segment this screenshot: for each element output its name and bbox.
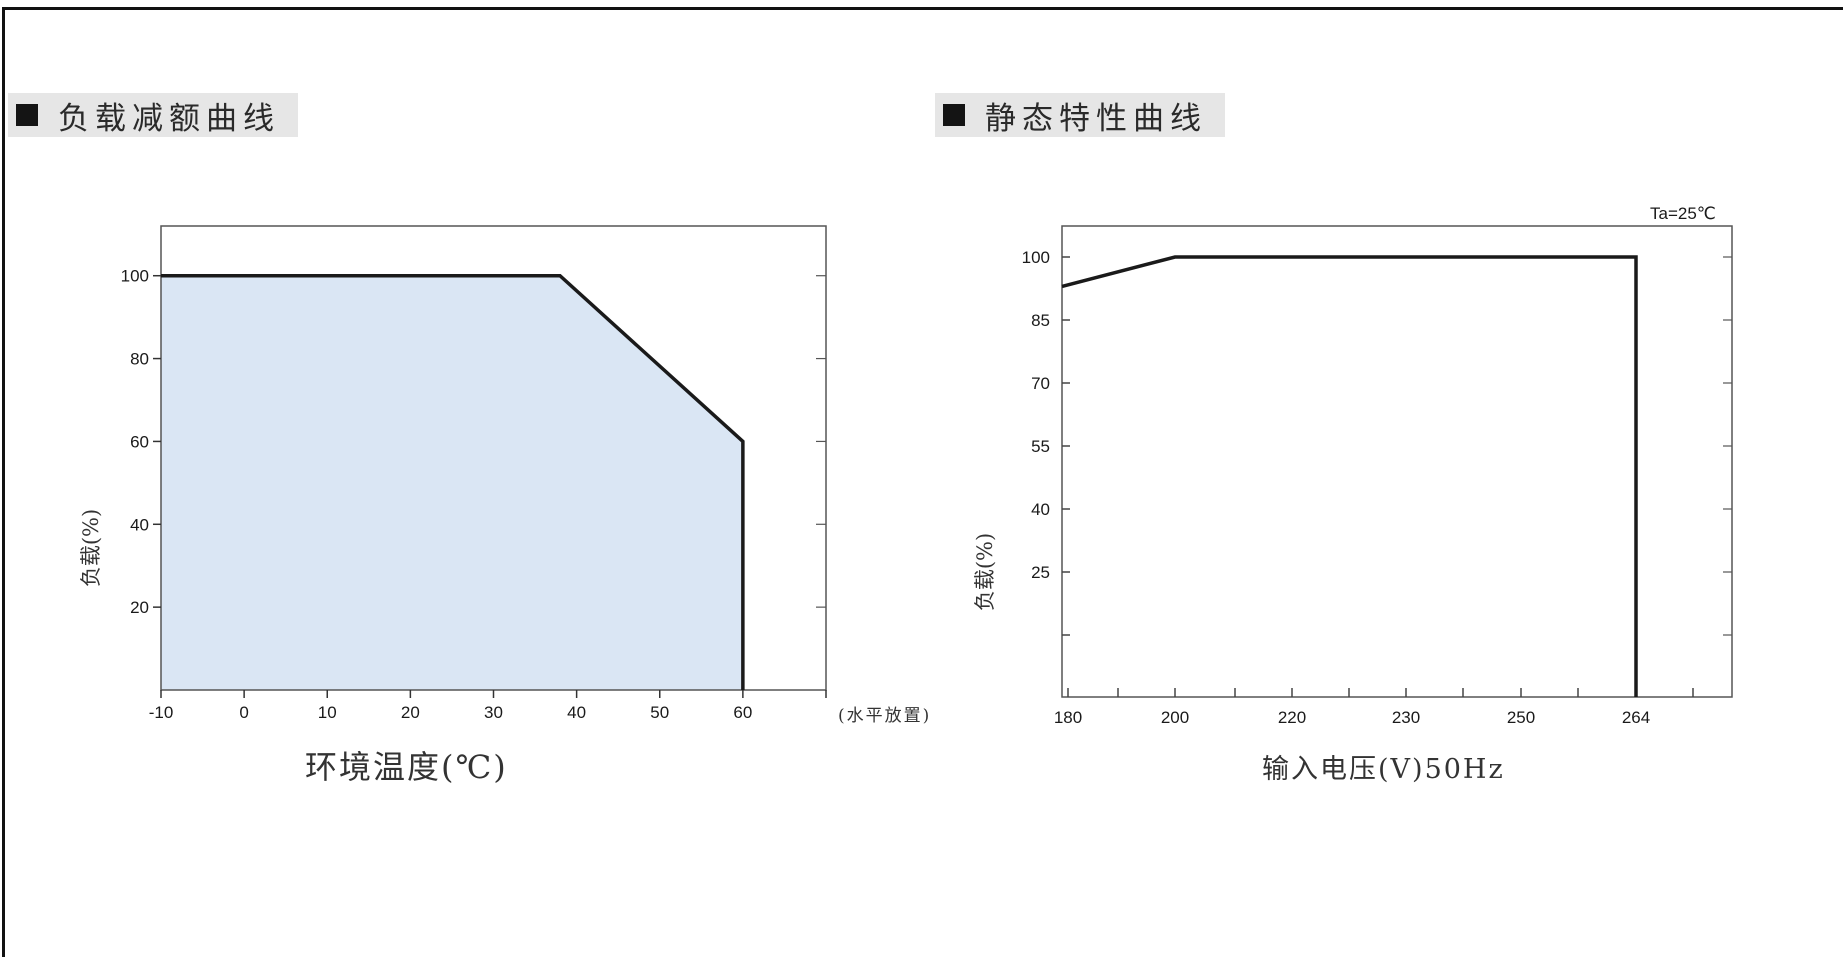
x-tick-label: 0 bbox=[239, 703, 248, 722]
y-axis-title: 负载(%) bbox=[79, 509, 103, 587]
x-tick-label: 40 bbox=[567, 703, 586, 722]
x-tick-label: -10 bbox=[149, 703, 174, 722]
y-axis-title: 负载(%) bbox=[973, 533, 997, 611]
x-tick-label: 10 bbox=[318, 703, 337, 722]
horizontal-mount-note: (水平放置) bbox=[838, 706, 931, 726]
load-line bbox=[1061, 255, 1638, 697]
x-tick-label: 180 bbox=[1054, 708, 1082, 727]
x-tick-label: 250 bbox=[1507, 708, 1535, 727]
condition-label: Ta=25℃ bbox=[1650, 204, 1716, 223]
x-axis-title: 输入电压(V)50Hz bbox=[1262, 754, 1505, 785]
y-tick-label: 55 bbox=[1031, 437, 1050, 456]
section-header-static: 静态特性曲线 bbox=[935, 93, 1225, 137]
y-tick-label: 25 bbox=[1031, 563, 1050, 582]
section-title: 负载减额曲线 bbox=[58, 100, 280, 137]
x-tick-label: 20 bbox=[401, 703, 420, 722]
derating-area bbox=[161, 275, 743, 690]
y-tick-label: 40 bbox=[1031, 500, 1050, 519]
square-bullet-icon bbox=[943, 104, 965, 126]
x-axis-title: 环境温度(℃) bbox=[305, 748, 508, 786]
x-tick-label: 200 bbox=[1161, 708, 1189, 727]
x-tick-label: 30 bbox=[484, 703, 503, 722]
y-tick-label: 20 bbox=[130, 598, 149, 617]
section-header-derating: 负载减额曲线 bbox=[8, 93, 298, 137]
x-tick-label: 264 bbox=[1622, 708, 1650, 727]
y-tick-label: 70 bbox=[1031, 374, 1050, 393]
x-tick-label: 220 bbox=[1278, 708, 1306, 727]
y-tick-label: 80 bbox=[130, 350, 149, 369]
section-title: 静态特性曲线 bbox=[985, 100, 1207, 137]
plot-border bbox=[1061, 225, 1733, 698]
y-tick-label: 60 bbox=[130, 432, 149, 451]
x-tick-label: 230 bbox=[1392, 708, 1420, 727]
square-bullet-icon bbox=[16, 104, 38, 126]
x-tick-label: 60 bbox=[733, 703, 752, 722]
y-tick-label: 100 bbox=[121, 267, 149, 286]
y-tick-label: 100 bbox=[1022, 248, 1050, 267]
x-tick-label: 50 bbox=[650, 703, 669, 722]
derating-line bbox=[161, 273, 745, 690]
y-tick-label: 85 bbox=[1031, 311, 1050, 330]
y-tick-label: 40 bbox=[130, 515, 149, 534]
